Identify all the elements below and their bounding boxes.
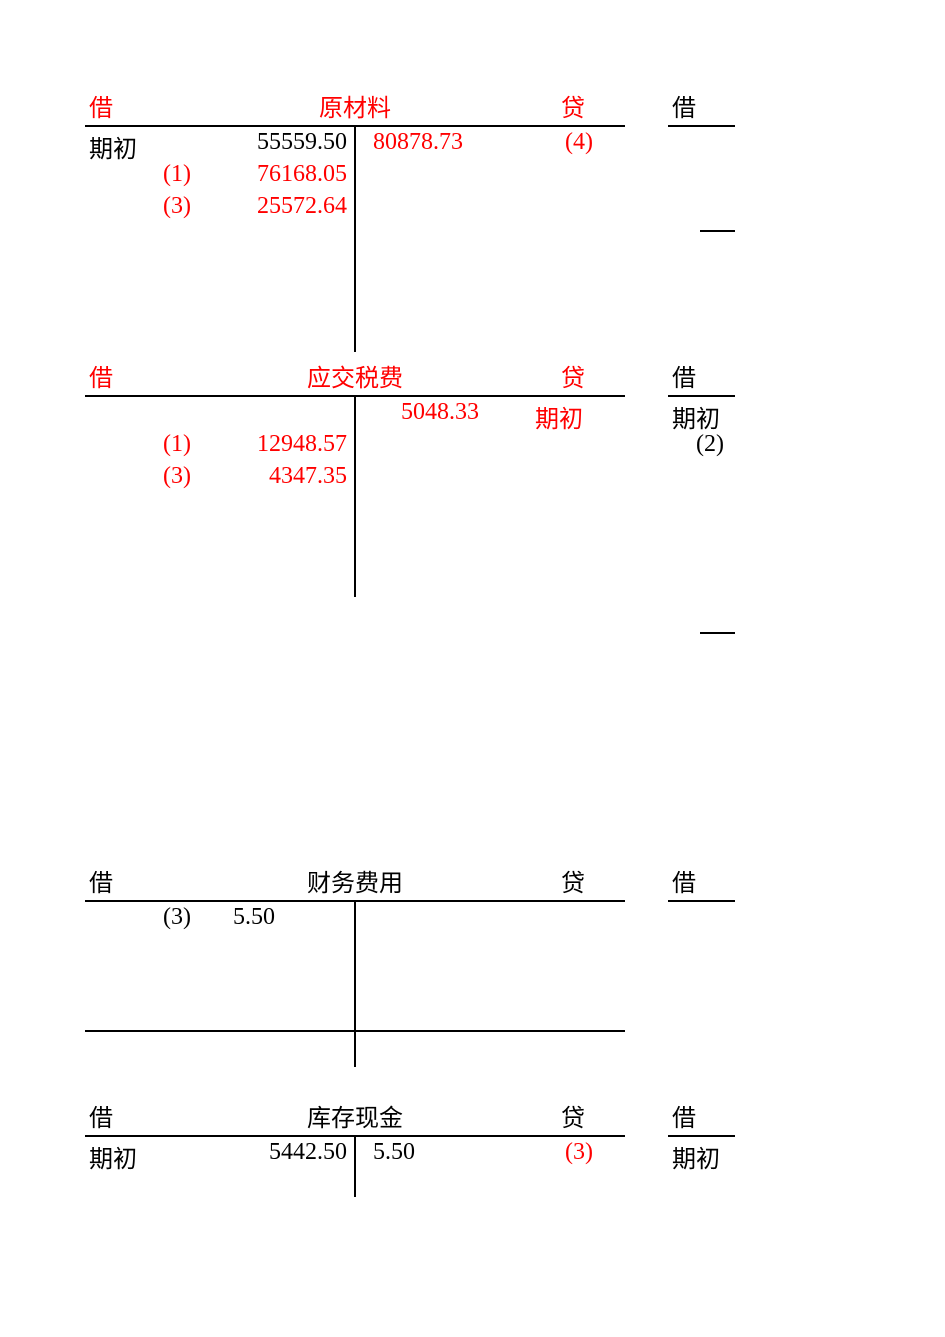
entry-ref: (3)	[565, 1139, 593, 1166]
entry-ref: (3)	[163, 904, 191, 931]
debit-value: 55559.50	[257, 129, 347, 156]
t-account-cash-on-hand: 借 库存现金 贷 期初 5442.50 5.50 (3)	[85, 1105, 625, 1197]
opening-label: 期初	[672, 1139, 720, 1174]
entry-ref: (3)	[163, 193, 191, 220]
t-account-finance-expense: 借 财务费用 贷 (3) 5.50	[85, 870, 625, 1067]
debit-label: 借	[672, 88, 696, 123]
debit-label: 借	[672, 358, 696, 393]
side-hline	[700, 632, 735, 634]
debit-label: 借	[89, 358, 113, 393]
opening-label: 期初	[535, 399, 583, 434]
account-title: 财务费用	[307, 863, 403, 898]
t-account-divider	[354, 1137, 356, 1197]
credit-label: 贷	[561, 88, 585, 123]
opening-label: 期初	[672, 399, 720, 434]
opening-label: 期初	[89, 1139, 137, 1174]
side-account-stub: 借	[668, 365, 735, 397]
credit-value: 5048.33	[401, 399, 479, 426]
t-account-divider	[354, 397, 356, 597]
t-account-body: (1) 12948.57 (3) 4347.35 5048.33 期初	[85, 397, 625, 597]
account-title: 库存现金	[307, 1098, 403, 1133]
subtotal-line	[85, 1030, 625, 1032]
credit-label: 贷	[561, 358, 585, 393]
t-account-header: 借 库存现金 贷	[85, 1105, 625, 1137]
debit-value: 76168.05	[257, 161, 347, 188]
entry-ref: (3)	[163, 463, 191, 490]
account-title: 原材料	[319, 88, 391, 123]
debit-value: 25572.64	[257, 193, 347, 220]
debit-label: 借	[89, 88, 113, 123]
debit-value: 5.50	[233, 904, 275, 931]
t-account-header: 借 应交税费 贷	[85, 365, 625, 397]
page: 借 原材料 贷 期初 55559.50 (1) 76168.05 (3) 255…	[0, 0, 945, 1337]
side-account-stub: 借	[668, 1105, 735, 1137]
credit-value: 5.50	[373, 1139, 415, 1166]
credit-label: 贷	[561, 1098, 585, 1133]
opening-label: 期初	[89, 129, 137, 164]
debit-value: 4347.35	[269, 463, 347, 490]
t-account-body: (3) 5.50	[85, 902, 625, 1067]
t-account-raw-materials: 借 原材料 贷 期初 55559.50 (1) 76168.05 (3) 255…	[85, 95, 625, 352]
debit-label: 借	[672, 1098, 696, 1133]
t-account-divider	[354, 127, 356, 352]
side-hline	[700, 230, 735, 232]
t-account-divider	[354, 902, 356, 1067]
entry-ref: (1)	[163, 431, 191, 458]
side-account-stub: 借	[668, 95, 735, 127]
debit-value: 5442.50	[269, 1139, 347, 1166]
credit-value: 80878.73	[373, 129, 463, 156]
t-account-tax-payable: 借 应交税费 贷 (1) 12948.57 (3) 4347.35 5048.3…	[85, 365, 625, 597]
credit-label: 贷	[561, 863, 585, 898]
t-account-header: 借 原材料 贷	[85, 95, 625, 127]
entry-ref: (2)	[696, 431, 724, 458]
debit-label: 借	[672, 863, 696, 898]
debit-label: 借	[89, 863, 113, 898]
t-account-header: 借 财务费用 贷	[85, 870, 625, 902]
debit-label: 借	[89, 1098, 113, 1133]
entry-ref: (1)	[163, 161, 191, 188]
side-account-stub: 借	[668, 870, 735, 902]
account-title: 应交税费	[307, 358, 403, 393]
entry-ref: (4)	[565, 129, 593, 156]
t-account-body: 期初 5442.50 5.50 (3)	[85, 1137, 625, 1197]
debit-value: 12948.57	[257, 431, 347, 458]
t-account-body: 期初 55559.50 (1) 76168.05 (3) 25572.64 80…	[85, 127, 625, 352]
